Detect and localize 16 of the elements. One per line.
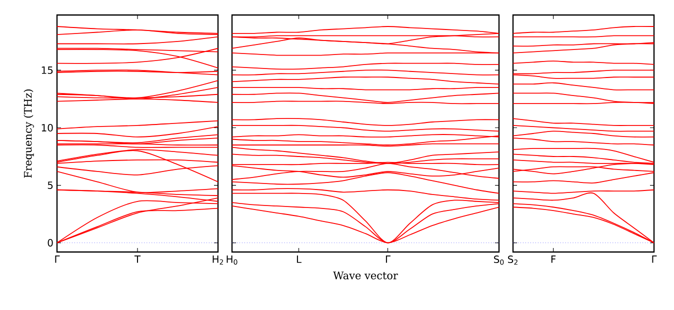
y-tick-label: 10 — [42, 124, 53, 132]
y-tick-label: 5 — [48, 182, 53, 189]
x-tick-label: Γ — [55, 256, 60, 263]
x-tick-label: S$_{2}$ — [508, 256, 518, 265]
y-tick-label: 15 — [42, 66, 53, 74]
x-tick-label: H$_{0}$ — [226, 256, 238, 265]
x-tick-label: S$_{0}$ — [494, 256, 504, 265]
x-tick-label: H$_{2}$ — [212, 256, 224, 265]
x-tick-label: L — [296, 256, 302, 263]
y-tick-label: 0 — [48, 239, 53, 247]
x-axis-title: Wave vector — [333, 272, 398, 280]
x-tick-label: Γ — [652, 256, 657, 263]
x-tick-label: Γ — [386, 256, 390, 263]
x-tick-label: F — [551, 256, 556, 263]
x-tick-label: T — [134, 256, 141, 263]
y-axis-title: Frequency (THz) — [24, 90, 34, 178]
